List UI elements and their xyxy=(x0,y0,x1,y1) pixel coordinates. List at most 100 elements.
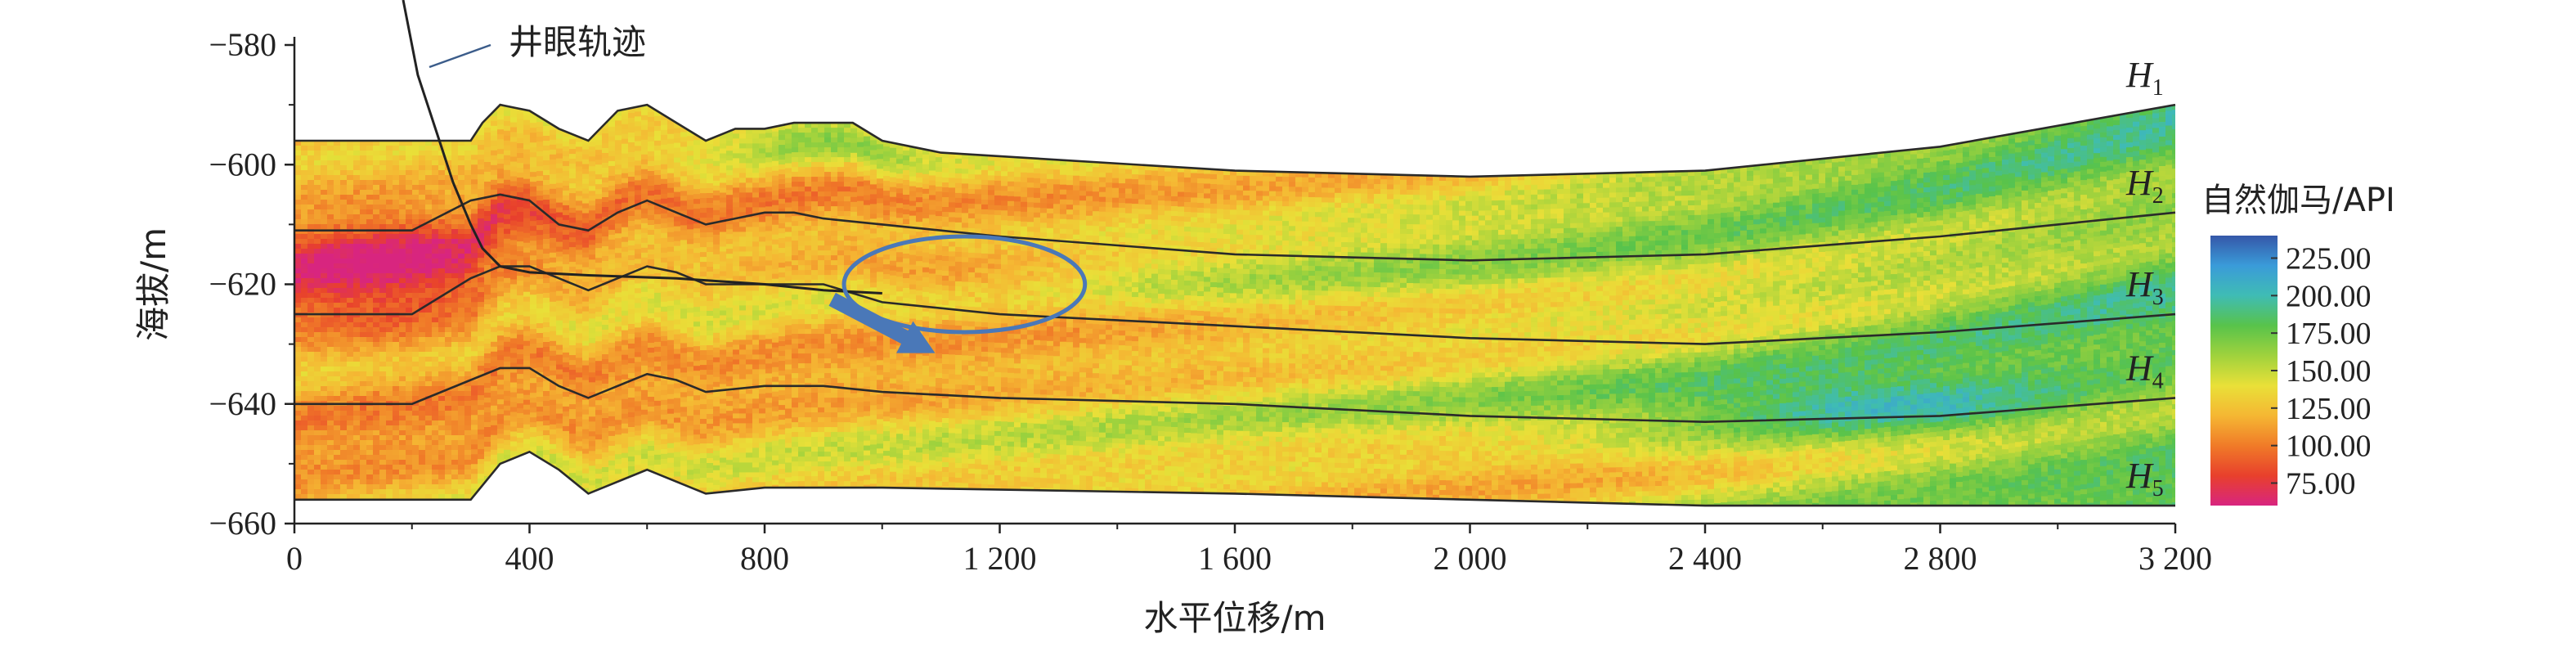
heatmap-cell xyxy=(720,163,727,169)
heatmap-cell xyxy=(654,366,662,372)
heatmap-cell xyxy=(628,123,635,128)
heatmap-cell xyxy=(569,321,577,326)
heatmap-cell xyxy=(510,367,518,374)
heatmap-cell xyxy=(576,137,583,142)
heatmap-cell xyxy=(334,425,341,431)
heatmap-cell xyxy=(438,347,446,353)
heatmap-cell xyxy=(648,333,655,339)
heatmap-cell xyxy=(707,463,714,469)
heatmap-cell xyxy=(458,229,465,235)
heatmap-cell xyxy=(582,380,590,386)
heatmap-cell xyxy=(471,199,478,205)
heatmap-cell xyxy=(451,366,459,372)
heatmap-cell xyxy=(530,187,537,192)
heatmap-cell xyxy=(386,450,393,456)
heatmap-cell xyxy=(582,335,590,342)
heatmap-cell xyxy=(373,185,380,191)
heatmap-cell xyxy=(700,173,707,179)
heatmap-cell xyxy=(628,133,635,138)
heatmap-cell xyxy=(419,435,426,441)
heatmap-cell xyxy=(635,357,642,362)
heatmap-cell xyxy=(654,253,662,259)
heatmap-cell xyxy=(713,308,720,314)
heatmap-cell xyxy=(582,173,590,180)
heatmap-cell xyxy=(720,359,727,366)
heatmap-cell xyxy=(543,327,550,333)
heatmap-cell xyxy=(373,205,380,210)
heatmap-cell xyxy=(484,275,491,281)
heatmap-cell xyxy=(720,168,727,174)
heatmap-cell xyxy=(517,339,524,345)
heatmap-cell xyxy=(464,293,472,299)
heatmap-cell xyxy=(693,444,701,450)
heatmap-cell xyxy=(674,162,681,169)
heatmap-cell xyxy=(680,470,688,476)
heatmap-cell xyxy=(523,429,531,435)
heatmap-cell xyxy=(635,455,642,461)
heatmap-cell xyxy=(438,185,446,191)
heatmap-cell xyxy=(543,190,550,196)
heatmap-cell xyxy=(412,460,420,465)
heatmap-cell xyxy=(373,366,380,372)
heatmap-cell xyxy=(497,296,505,302)
heatmap-cell xyxy=(523,355,531,362)
heatmap-cell xyxy=(373,386,380,392)
heatmap-cell xyxy=(582,237,590,244)
heatmap-cell xyxy=(667,330,675,336)
heatmap-cell xyxy=(654,307,662,313)
heatmap-cell xyxy=(687,298,694,304)
heatmap-cell xyxy=(334,263,341,269)
heatmap-cell xyxy=(340,219,348,225)
heatmap-cell xyxy=(687,342,694,348)
heatmap-cell xyxy=(445,175,452,181)
heatmap-cell xyxy=(425,155,433,161)
heatmap-cell xyxy=(707,173,714,179)
heatmap-cell xyxy=(707,434,714,439)
heatmap-cell xyxy=(680,343,688,348)
heatmap-cell xyxy=(321,357,328,362)
heatmap-cell xyxy=(464,195,472,200)
heatmap-cell xyxy=(654,287,662,294)
heatmap-cell xyxy=(510,200,518,207)
heatmap-cell xyxy=(412,396,420,402)
heatmap-cell xyxy=(569,414,577,420)
heatmap-cell xyxy=(700,429,707,434)
heatmap-cell xyxy=(536,122,544,128)
heatmap-cell xyxy=(713,254,720,260)
heatmap-cell xyxy=(504,115,511,122)
heatmap-cell xyxy=(576,318,583,324)
heatmap-cell xyxy=(301,254,308,259)
heatmap-cell xyxy=(687,155,694,161)
heatmap-cell xyxy=(693,258,701,263)
heatmap-cell xyxy=(635,263,642,269)
heatmap-cell xyxy=(471,346,478,352)
heatmap-cell xyxy=(471,326,478,332)
heatmap-cell xyxy=(563,322,570,329)
heatmap-cell xyxy=(550,291,557,298)
heatmap-cell xyxy=(360,396,367,402)
heatmap-cell xyxy=(536,235,544,241)
heatmap-cell xyxy=(608,308,616,314)
heatmap-cell xyxy=(399,278,406,284)
heatmap-cell xyxy=(674,329,681,335)
heatmap-cell xyxy=(491,429,498,436)
heatmap-cell xyxy=(700,247,707,253)
heatmap-cell xyxy=(458,244,465,250)
heatmap-cell xyxy=(674,285,681,291)
heatmap-cell xyxy=(471,410,478,416)
heatmap-cell xyxy=(563,170,570,177)
heatmap-cell xyxy=(353,288,361,294)
heatmap-cell xyxy=(327,494,334,500)
heatmap-cell xyxy=(366,504,374,506)
heatmap-cell xyxy=(654,223,662,230)
heatmap-cell xyxy=(491,385,498,392)
heatmap-cell xyxy=(563,303,570,309)
heatmap-cell xyxy=(693,341,701,347)
heatmap-cell xyxy=(445,239,452,245)
heatmap-cell xyxy=(661,301,668,308)
heatmap-cell xyxy=(340,337,348,343)
heatmap-cell xyxy=(497,394,505,400)
heatmap-cell xyxy=(536,117,544,123)
heatmap-cell xyxy=(321,371,328,377)
heatmap-cell xyxy=(563,317,570,324)
